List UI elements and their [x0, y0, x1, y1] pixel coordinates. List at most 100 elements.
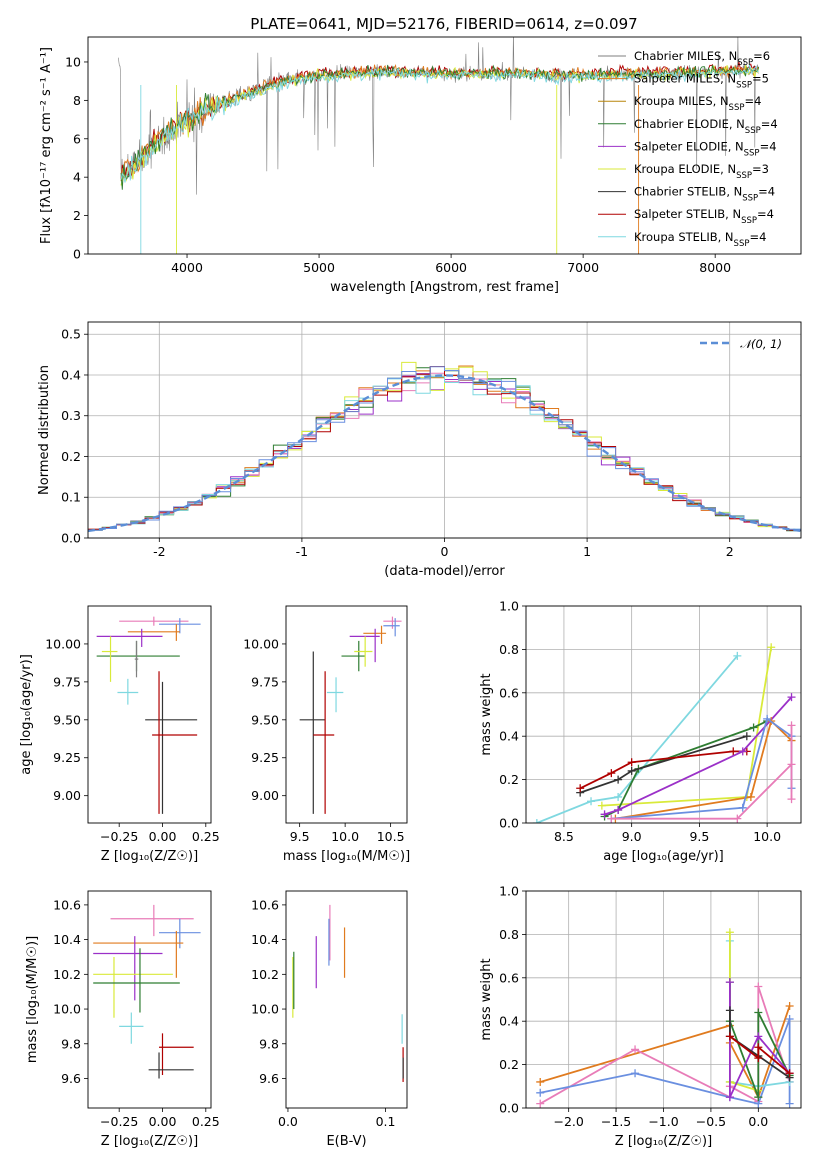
- y-tick-label: 0.8: [499, 927, 519, 942]
- weight-marker: [787, 760, 796, 769]
- x-axis-label: wavelength [Angstrom, rest frame]: [330, 280, 559, 295]
- weight-marker: [627, 766, 636, 775]
- y-tick-label: 0: [73, 247, 81, 262]
- weight-marker: [754, 982, 763, 991]
- legend-label-sub: SSP: [741, 216, 757, 226]
- y-tick-label: 9.00: [53, 788, 81, 803]
- mass-weight-vs-age-plot-area: [532, 643, 796, 823]
- x-tick-label: 0.25: [192, 1114, 220, 1129]
- x-tick-label: 0.00: [149, 829, 177, 844]
- legend-label-tail: =4: [749, 230, 766, 244]
- legend-label-base: Chabrier ELODIE, N: [634, 117, 745, 131]
- weight-marker: [536, 1099, 545, 1108]
- legend-label-tail: =4: [760, 139, 777, 153]
- weight-marker: [738, 747, 747, 756]
- weight-marker: [600, 810, 609, 819]
- y-tick-label: 0.4: [499, 729, 519, 744]
- y-tick-label: 10.00: [243, 636, 279, 651]
- x-axis-label: (data-model)/error: [384, 564, 505, 579]
- y-tick-label: 10.4: [53, 932, 81, 947]
- legend-label-tail: =4: [761, 117, 778, 131]
- weight-marker: [627, 758, 636, 767]
- age-vs-Z-plot-area: [96, 616, 201, 814]
- legend-label-tail: =4: [757, 207, 774, 221]
- legend-label-base: Salpeter STELIB, N: [634, 207, 741, 221]
- weight-marker: [597, 801, 606, 810]
- x-tick-label: 5000: [303, 260, 335, 275]
- weight-series: [729, 1035, 791, 1074]
- y-tick-label: 9.75: [53, 674, 81, 689]
- y-tick-label: 9.50: [251, 712, 279, 727]
- y-tick-label: 10.6: [251, 897, 279, 912]
- legend-label-tail: =4: [758, 185, 775, 199]
- weight-marker: [587, 797, 596, 806]
- x-axis-label: age [log₁₀(age/yr)]: [603, 849, 724, 864]
- y-tick-label: 0.6: [499, 970, 519, 985]
- legend-label: 𝒩(0, 1): [740, 337, 782, 351]
- x-tick-label: -1: [296, 544, 308, 559]
- residual-distribution-plot-area: [88, 361, 801, 533]
- axes-frame: [525, 605, 802, 824]
- weight-marker: [725, 1032, 734, 1041]
- y-tick-label: 4: [73, 170, 81, 185]
- legend-label: Salpeter ELODIE, NSSP=4: [634, 139, 777, 158]
- x-tick-label: 0.25: [192, 829, 220, 844]
- legend-label-sub: SSP: [736, 171, 752, 181]
- y-tick-label: 10: [65, 54, 81, 69]
- x-axis-label: Z [log₁₀(Z/Z☉)]: [615, 1134, 712, 1149]
- y-tick-label: 9.8: [259, 1036, 279, 1051]
- model-spectrum: [120, 61, 759, 180]
- legend-label-tail: =4: [744, 94, 761, 108]
- x-tick-label: 10.5: [377, 829, 405, 844]
- weight-marker: [725, 978, 734, 987]
- weight-marker: [607, 814, 616, 823]
- x-tick-label: 9.0: [622, 829, 642, 844]
- x-tick-label: 0.1: [376, 1114, 396, 1129]
- y-tick-label: 10.4: [251, 932, 279, 947]
- mass-weight-vs-age-panel: 8.5 9.0 9.5 10.0 0.0 0.2 0.4 0.6 0.8 1.0 age [log₁…: [479, 599, 802, 864]
- y-tick-label: 0.4: [499, 1014, 519, 1029]
- y-tick-label: 9.6: [61, 1071, 81, 1086]
- spectrum-panel: 4000 5000 6000 7000 8000 0 2 4 6 8 10 wavelength [A…: [39, 36, 802, 295]
- model-spectrum: [120, 63, 759, 183]
- y-tick-label: 1.0: [499, 599, 519, 614]
- x-tick-label: 10.0: [331, 829, 359, 844]
- y-tick-label: 9.50: [53, 712, 81, 727]
- x-tick-label: 6000: [435, 260, 467, 275]
- y-axis-label: mass weight: [479, 958, 494, 1040]
- legend-label-base: Chabrier MILES, N: [634, 49, 737, 63]
- x-tick-label: −2.0: [553, 1114, 583, 1129]
- y-tick-label: 10.00: [45, 636, 81, 651]
- y-axis-label: age [log₁₀(age/yr)]: [19, 654, 34, 775]
- x-tick-label: 0: [441, 544, 449, 559]
- weight-marker: [787, 795, 796, 804]
- x-tick-label: 8000: [699, 260, 731, 275]
- y-tick-label: 0.3: [61, 408, 81, 423]
- x-tick-label: -2: [153, 544, 165, 559]
- axes-frame: [525, 890, 802, 1109]
- legend-label-sub: SSP: [736, 81, 752, 91]
- legend-label-base: Chabrier STELIB, N: [634, 185, 742, 199]
- weight-series: [579, 735, 748, 794]
- y-tick-label: 9.25: [53, 750, 81, 765]
- mass-vs-Z-plot-area: [93, 904, 201, 1079]
- legend-label-tail: =6: [753, 49, 770, 63]
- x-tick-label: 9.5: [689, 829, 709, 844]
- y-tick-label: 0.4: [61, 367, 81, 382]
- age-vs-Z-panel: −0.25 0.00 0.25 9.00 9.25 9.50 9.75 10.00 Z [log…: [19, 605, 220, 864]
- y-tick-label: 8: [73, 93, 81, 108]
- legend-label: Salpeter STELIB, NSSP=4: [634, 207, 774, 226]
- weight-marker: [754, 1093, 763, 1102]
- weight-series: [615, 719, 793, 820]
- weight-marker: [754, 1054, 763, 1063]
- weight-series: [540, 1018, 791, 1105]
- x-tick-label: 1: [583, 544, 591, 559]
- legend-label: Chabrier STELIB, NSSP=4: [634, 185, 775, 204]
- y-tick-label: 0.1: [61, 490, 81, 505]
- weight-marker: [725, 1093, 734, 1102]
- weight-marker: [631, 1069, 640, 1078]
- y-tick-label: 10.6: [53, 897, 81, 912]
- x-axis-label: mass [log₁₀(M/M☉)]: [283, 849, 410, 864]
- y-tick-label: 0.6: [499, 685, 519, 700]
- weight-marker: [785, 1015, 794, 1024]
